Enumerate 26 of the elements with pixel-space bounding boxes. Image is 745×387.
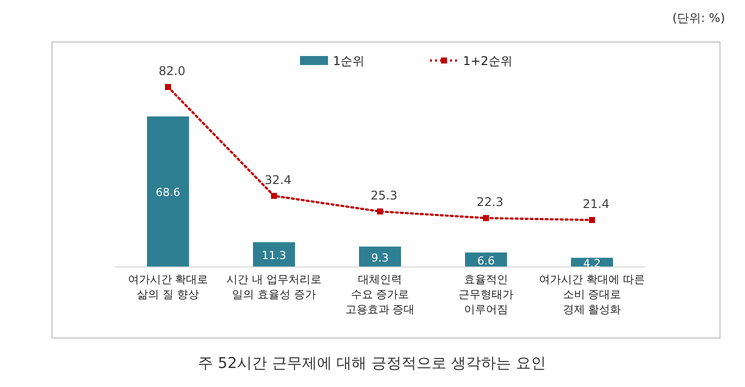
legend-label: 1순위: [333, 54, 365, 68]
data-label: 6.6: [477, 254, 495, 268]
text: 주 52시간 근무제에 대해 긍정적으로 생각하는 요인: [198, 354, 546, 372]
bar: [359, 246, 401, 267]
bar: [253, 242, 295, 267]
point: [589, 217, 595, 224]
x-tick-label: 효율적인 근무형태가 이루어짐: [458, 273, 514, 316]
x-tick-label: 여가시간 확대로 삶의 질 향상: [128, 273, 208, 301]
x-tick-label: 여가시간 확대에 따른 소비 증대로 경제 활성화: [539, 273, 645, 316]
point: [165, 84, 171, 90]
data-label: 25.3: [370, 188, 398, 202]
point: [377, 208, 383, 214]
x-tick-label: 시간 내 업무처리로 일의 효율성 증가: [226, 273, 322, 301]
data-label: 21.4: [582, 197, 610, 212]
point: [271, 192, 277, 199]
data-label: 22.3: [476, 195, 504, 210]
legend-label: 1+2순위: [463, 54, 512, 68]
point: [483, 215, 489, 222]
data-label: 68.6: [156, 186, 180, 200]
data-label: 11.3: [262, 249, 286, 262]
text: (단위: %): [672, 11, 725, 25]
bar: [147, 116, 189, 267]
data-label: 32.4: [264, 172, 292, 187]
data-label: 9.3: [371, 251, 389, 264]
x-tick-label: 대체인력 수요 증가로 고용효과 증대: [345, 273, 415, 316]
data-label: 82.0: [158, 64, 186, 78]
